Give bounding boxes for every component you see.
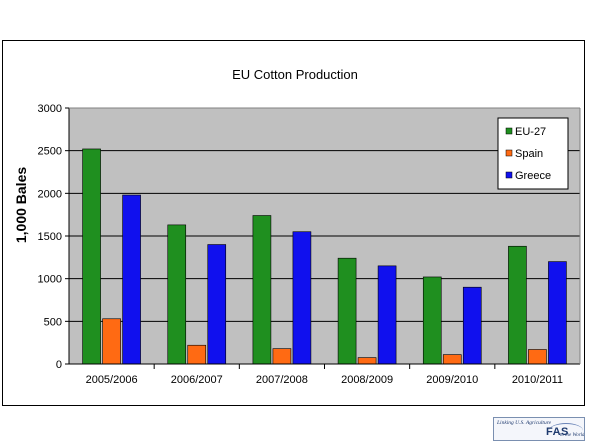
legend-label-greece: Greece bbox=[515, 170, 551, 182]
bar-spain-1 bbox=[187, 344, 207, 365]
bar-greece-2 bbox=[292, 231, 312, 365]
legend-swatch-greece bbox=[505, 171, 513, 179]
bar-spain-2 bbox=[272, 348, 292, 365]
legend-label-eu-27: EU-27 bbox=[515, 126, 546, 138]
bar-greece-0 bbox=[122, 194, 141, 365]
legend-label-spain: Spain bbox=[515, 148, 543, 160]
y-tick-label: 500 bbox=[44, 316, 62, 328]
axes bbox=[68, 107, 581, 365]
y-tick-label: 1000 bbox=[38, 274, 62, 286]
bar-eu-27-2 bbox=[252, 215, 272, 365]
bar-eu-27-4 bbox=[422, 276, 442, 365]
bar-eu-27-3 bbox=[337, 257, 357, 365]
bar-spain-0 bbox=[102, 318, 121, 365]
chart-title: EU Cotton Production bbox=[232, 67, 358, 82]
y-tick-label: 2000 bbox=[38, 188, 62, 200]
bar-eu-27-5 bbox=[508, 245, 527, 365]
legend: EU-27 Spain Greece bbox=[497, 117, 569, 190]
logo-tagline: Linking U.S. Agriculture bbox=[497, 420, 552, 426]
bar-eu-27-1 bbox=[167, 224, 187, 365]
x-tick-label: 2009/2010 bbox=[426, 374, 478, 386]
y-tick-label: 1500 bbox=[38, 231, 62, 243]
bar-spain-4 bbox=[442, 354, 462, 365]
legend-swatch-eu-27 bbox=[505, 127, 513, 135]
logo-mark: FAS bbox=[546, 426, 569, 438]
x-tick-label: 2008/2009 bbox=[341, 374, 393, 386]
logo-swoosh-icon bbox=[549, 423, 583, 438]
x-tick-label: 2006/2007 bbox=[171, 374, 223, 386]
bar-greece-4 bbox=[462, 286, 482, 365]
chart: EU Cotton Production 1,000 Bales 0 500 100… bbox=[13, 67, 581, 386]
y-tick-label: 0 bbox=[56, 359, 62, 371]
legend-swatch-spain bbox=[505, 149, 513, 157]
bar-greece-1 bbox=[207, 244, 227, 365]
y-tick-label: 2500 bbox=[38, 146, 62, 158]
logo-tagline-2: to the World bbox=[560, 433, 585, 438]
x-tick-label: 2010/2011 bbox=[512, 374, 563, 386]
fas-logo: Linking U.S. Agriculture FAS to the Worl… bbox=[493, 417, 585, 441]
bar-greece-3 bbox=[377, 265, 397, 365]
bar-spain-5 bbox=[528, 349, 547, 365]
tick-labels: 0 500 1000 1500 2000 2500 3000 2005/2006 2006/20… bbox=[38, 103, 563, 386]
chart-frame: EU Cotton Production 1,000 Bales 0 500 100… bbox=[2, 40, 585, 406]
y-axis-label: 1,000 Bales bbox=[13, 167, 29, 243]
bar-eu-27-0 bbox=[82, 148, 101, 365]
bars bbox=[82, 148, 567, 365]
x-tick-label: 2005/2006 bbox=[86, 374, 138, 386]
bar-greece-5 bbox=[548, 261, 567, 365]
y-tick-label: 3000 bbox=[38, 103, 62, 115]
bar-spain-3 bbox=[357, 357, 377, 365]
x-tick-label: 2007/2008 bbox=[256, 374, 308, 386]
